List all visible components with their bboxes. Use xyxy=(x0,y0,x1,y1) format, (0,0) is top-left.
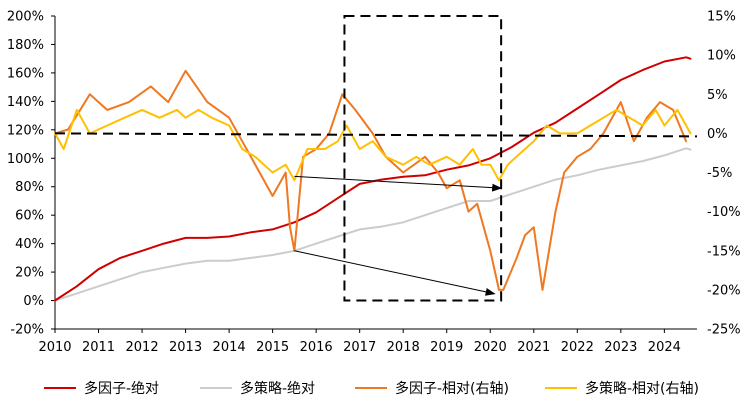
x-tick-label: 2013 xyxy=(169,340,202,355)
x-tick-label: 2012 xyxy=(126,340,159,355)
legend: 多因子-绝对 多策略-绝对 多因子-相对(右轴) 多策略-相对(右轴) xyxy=(44,380,699,397)
x-tick-label: 2017 xyxy=(343,340,376,355)
x-tick-label: 2018 xyxy=(387,340,420,355)
legend-item: 多因子-相对(右轴) xyxy=(355,380,509,397)
x-tick-label: 2010 xyxy=(38,340,71,355)
y-right-tick-label: -5% xyxy=(707,166,732,181)
x-tick-label: 2014 xyxy=(213,340,246,355)
x-tick-label: 2019 xyxy=(430,340,463,355)
x-tick-label: 2015 xyxy=(256,340,289,355)
y-right-tick-label: 0% xyxy=(707,127,728,142)
x-tick-label: 2023 xyxy=(604,340,637,355)
y-left-tick-label: -20% xyxy=(10,323,44,338)
x-tick-label: 2024 xyxy=(648,340,681,355)
x-tick-label: 2022 xyxy=(561,340,594,355)
legend-label: 多因子-相对(右轴) xyxy=(395,380,509,397)
x-tick-label: 2020 xyxy=(474,340,507,355)
series-layer xyxy=(54,56,692,302)
legend-label: 多因子-绝对 xyxy=(84,380,159,397)
legend-item: 多策略-相对(右轴) xyxy=(545,380,699,397)
x-axis: 2010 2011 2012 2013 2014 2015 2016 2017 2018 2019… xyxy=(38,328,697,355)
zero-baseline-dashed xyxy=(54,132,698,138)
legend-label: 多策略-相对(右轴) xyxy=(585,380,699,397)
series-line-1 xyxy=(54,147,692,302)
y-left-tick-label: 140% xyxy=(7,95,44,110)
y-left-tick-label: 200% xyxy=(7,10,44,25)
series-line-3 xyxy=(54,108,692,182)
y-left-tick-labels: -20% 0% 20% 40% 60% 80% 100% 120% 140% 160% 180% 20… xyxy=(7,10,55,338)
y-left-tick-label: 160% xyxy=(7,66,44,81)
y-right-tick-label: 15% xyxy=(707,10,736,25)
y-right-tick-label: -25% xyxy=(707,323,741,338)
y-left-tick-label: 60% xyxy=(15,209,44,224)
y-left-tick-label: 0% xyxy=(23,294,44,309)
x-tick-label: 2021 xyxy=(517,340,550,355)
y-left-tick-label: 180% xyxy=(7,38,44,53)
x-tick-label: 2011 xyxy=(82,340,115,355)
trend-arrow-2 xyxy=(294,250,496,296)
y-right-tick-label: -10% xyxy=(707,205,741,220)
y-left-tick-label: 20% xyxy=(15,266,44,281)
y-right-tick-label: -15% xyxy=(707,244,741,259)
y-left-tick-label: 120% xyxy=(7,123,44,138)
highlight-dashed-box xyxy=(343,15,503,302)
legend-label: 多策略-绝对 xyxy=(240,380,315,397)
y-left-tick-label: 40% xyxy=(15,237,44,252)
y-left-tick-label: 80% xyxy=(15,180,44,195)
y-right-tick-label: -20% xyxy=(707,283,741,298)
y-right-tick-label: 10% xyxy=(707,49,736,64)
trend-arrow-1 xyxy=(294,175,503,192)
series-line-2 xyxy=(54,69,688,291)
x-tick-label: 2016 xyxy=(300,340,333,355)
y-right-tick-labels: -25% -20% -15% -10% -5% 0% 5% 10% 15% xyxy=(707,10,741,338)
x-tick-labels: 2010 2011 2012 2013 2014 2015 2016 2017 2018 2019… xyxy=(38,329,681,355)
series-line-0 xyxy=(54,56,692,302)
y-left-tick-label: 100% xyxy=(7,152,44,167)
legend-item: 多策略-绝对 xyxy=(200,380,315,397)
annotation-layer xyxy=(54,15,698,302)
y-left-axis: -20% 0% 20% 40% 60% 80% 100% 120% 140% 160% 180% 20… xyxy=(7,10,56,338)
legend-item: 多因子-绝对 xyxy=(44,380,159,397)
y-right-tick-label: 5% xyxy=(707,88,728,103)
